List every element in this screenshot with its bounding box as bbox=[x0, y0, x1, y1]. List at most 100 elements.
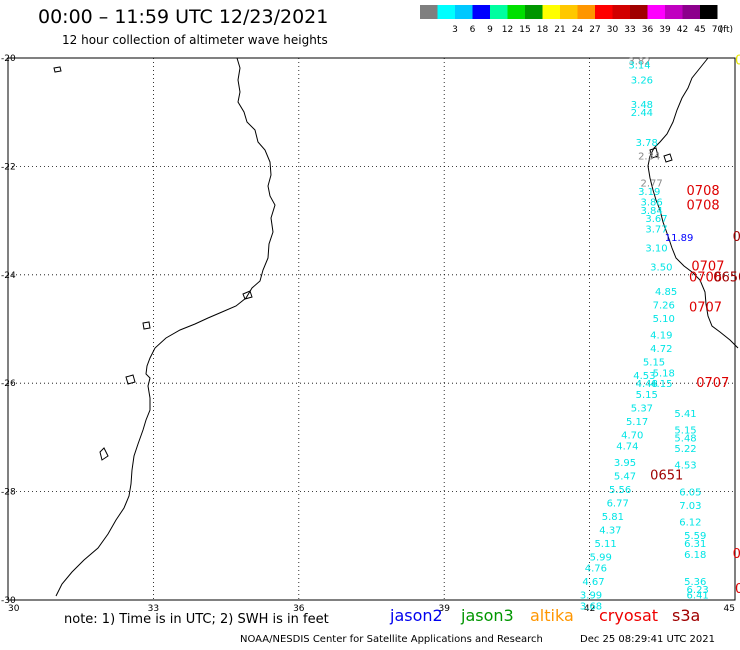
legend-swatch bbox=[455, 5, 473, 19]
wave-height-label: 5.22 bbox=[674, 444, 696, 455]
legend-label: 42 bbox=[677, 25, 688, 35]
wave-height-label: 4.67 bbox=[582, 577, 604, 588]
legend-swatch bbox=[665, 5, 683, 19]
wave-height-label: 3.99 bbox=[580, 591, 602, 602]
satellite-name: cryosat bbox=[599, 606, 659, 625]
coastline bbox=[53, 57, 739, 597]
wave-height-label: 5.99 bbox=[590, 553, 612, 564]
legend-label: 6 bbox=[470, 25, 476, 35]
wave-height-label: 5.17 bbox=[626, 417, 648, 428]
wave-height-label: 5.15 bbox=[636, 390, 658, 401]
legend-swatch bbox=[682, 5, 700, 19]
wave-height-label: 5.11 bbox=[594, 539, 616, 550]
lon-tick-label: 30 bbox=[8, 604, 20, 614]
wave-height-label: 3.26 bbox=[631, 76, 653, 87]
wave-height-label: 0651 bbox=[650, 468, 683, 483]
lon-tick-label: 45 bbox=[724, 604, 735, 614]
wave-height-label: 5.18 bbox=[653, 368, 675, 379]
legend-label: 18 bbox=[537, 25, 549, 35]
generated-timestamp: Dec 25 08:29:41 UTC 2021 bbox=[580, 634, 715, 645]
legend-label: 24 bbox=[572, 25, 584, 35]
wave-height-label: 5.81 bbox=[602, 512, 624, 523]
lat-tick-label: -24 bbox=[1, 271, 16, 281]
wave-height-label: 4.70 bbox=[621, 431, 643, 442]
lat-tick-label: -22 bbox=[1, 162, 16, 172]
legend-swatch bbox=[577, 5, 595, 19]
africa-coastline bbox=[55, 57, 276, 597]
lat-tick-label: -20 bbox=[1, 54, 16, 64]
wave-height-label: 5.37 bbox=[631, 404, 653, 415]
wave-height-label: 0707 bbox=[689, 300, 722, 315]
color-scale-legend: 3 6 9 12 15 18 21 24 27 30 33 36 39 42 45 70(ft) bbox=[420, 5, 733, 35]
wave-height-label: 6.23 bbox=[687, 585, 709, 596]
wave-height-label: 0708 bbox=[687, 198, 720, 213]
wave-height-label: 3.84 bbox=[640, 206, 662, 217]
wave-height-label: 4.72 bbox=[650, 344, 672, 355]
legend-label: 70 bbox=[712, 25, 724, 35]
wave-height-label: 5.59 bbox=[684, 531, 706, 542]
wave-height-label: 3.86 bbox=[640, 198, 662, 209]
legend-label: 33 bbox=[624, 25, 635, 35]
legend-label: 39 bbox=[659, 25, 671, 35]
legend-swatch bbox=[437, 5, 455, 19]
wave-height-label: 4.53 bbox=[674, 461, 696, 472]
island-2 bbox=[142, 321, 151, 330]
map-frame bbox=[7, 57, 736, 601]
wave-height-label: 0650 bbox=[713, 271, 740, 286]
wave-height-label: 4.74 bbox=[616, 442, 638, 453]
wave-height-label: 5.56 bbox=[609, 485, 631, 496]
lon-tick-label: 39 bbox=[438, 604, 450, 614]
wave-height-label: 3.82 bbox=[628, 57, 650, 68]
wave-height-label: 3.14 bbox=[628, 61, 650, 72]
lat-tick-label: -30 bbox=[1, 596, 16, 606]
legend-swatch bbox=[612, 5, 630, 19]
wave-height-label: 3.10 bbox=[645, 244, 667, 255]
legend-label: 9 bbox=[487, 25, 493, 35]
lat-tick-label: -26 bbox=[1, 379, 16, 389]
legend-label: 45 bbox=[694, 25, 705, 35]
legend-label: 15 bbox=[519, 25, 530, 35]
wave-height-label: 06.0 bbox=[735, 54, 740, 69]
wave-height-label: 4.37 bbox=[599, 526, 621, 537]
wave-height-label: 070 bbox=[733, 547, 740, 562]
wave-height-label: 6.05 bbox=[679, 488, 701, 499]
legend-swatch bbox=[490, 5, 508, 19]
wave-height-label: 4.19 bbox=[650, 330, 672, 341]
legend-label: 3 bbox=[452, 25, 458, 35]
wave-height-label: 3.95 bbox=[614, 458, 636, 469]
legend-swatch bbox=[560, 5, 578, 19]
map-subtitle: 12 hour collection of altimeter wave hei… bbox=[62, 33, 328, 47]
wave-height-label: 2.44 bbox=[631, 108, 653, 119]
legend-label: 12 bbox=[502, 25, 513, 35]
wave-height-label: 07 bbox=[735, 582, 740, 597]
wave-height-label: 5.10 bbox=[653, 314, 675, 325]
island-1 bbox=[53, 66, 62, 73]
wave-height-label: 3.48 bbox=[631, 100, 653, 111]
wave-height-label: 4.15 bbox=[650, 379, 672, 390]
satellite-name: jason3 bbox=[461, 606, 514, 625]
map-title: 00:00 – 11:59 UTC 12/23/2021 bbox=[38, 6, 329, 28]
legend-swatch bbox=[507, 5, 525, 19]
legend-swatch bbox=[595, 5, 613, 19]
wave-height-label: 5.15 bbox=[674, 425, 696, 436]
wave-height-label: 3.68 bbox=[580, 601, 602, 612]
island-7 bbox=[663, 153, 673, 163]
legend-label: 27 bbox=[589, 25, 600, 35]
satellite-name: s3a bbox=[672, 606, 701, 625]
island-4 bbox=[99, 447, 109, 461]
wave-height-label: 5.48 bbox=[674, 433, 696, 444]
wave-height-label: 0706 bbox=[689, 271, 722, 286]
wave-height-label: 0708 bbox=[687, 184, 720, 199]
wave-height-label: 5.47 bbox=[614, 471, 636, 482]
wave-height-label: 4.85 bbox=[655, 287, 677, 298]
wave-height-label: 4.76 bbox=[585, 563, 607, 574]
wave-height-label: 3.19 bbox=[638, 187, 660, 198]
legend-swatch bbox=[630, 5, 648, 19]
satellite-name: jason2 bbox=[390, 606, 443, 625]
island-5 bbox=[242, 290, 253, 300]
legend-swatch bbox=[647, 5, 665, 19]
legend-swatch bbox=[700, 5, 718, 19]
wave-height-label: 064 bbox=[733, 230, 740, 245]
legend-label: 36 bbox=[642, 25, 654, 35]
